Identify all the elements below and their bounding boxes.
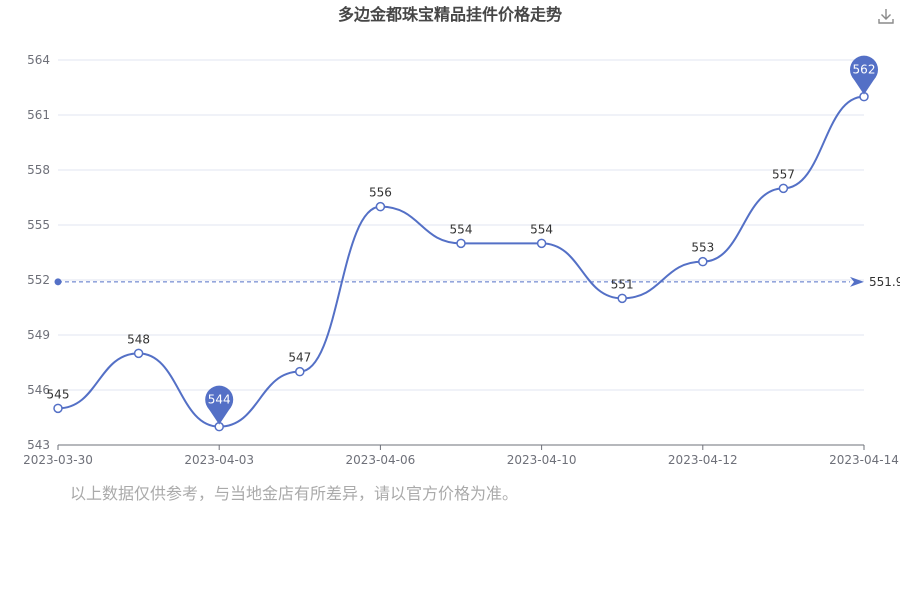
series-path [57, 95, 865, 428]
y-tick-label: 543 [27, 438, 50, 452]
x-tick-label: 2023-04-10 [507, 453, 577, 467]
max-pin-bubble [850, 55, 878, 84]
data-point [295, 366, 305, 377]
x-axis: 2023-03-30 2023-04-03 2023-04-06 2023-04-10… [23, 444, 899, 467]
data-label: 554 [530, 222, 553, 236]
x-tick-label: 2023-03-30 [23, 453, 93, 467]
data-label: 554 [450, 222, 473, 236]
x-tick-label: 2023-04-12 [668, 453, 738, 467]
average-line-arrow [850, 276, 864, 287]
data-label: 557 [772, 167, 795, 181]
data-label: 553 [691, 241, 714, 255]
data-point [698, 256, 708, 267]
y-tick-label: 558 [27, 163, 50, 177]
data-label: 545 [47, 387, 70, 401]
data-point [53, 403, 63, 414]
y-tick-label: 546 [27, 383, 50, 397]
average-line-start [54, 278, 62, 286]
data-label: 547 [288, 351, 311, 365]
mark-points: 544 562 [205, 55, 878, 425]
y-tick-label: 552 [27, 273, 50, 287]
disclaimer-note: 以上数据仅供参考，与当地金店有所差异，请以官方价格为准。 [70, 484, 519, 503]
data-labels: 545 548 547 556 554 554 551 553 557 [47, 167, 795, 401]
data-point [778, 183, 789, 194]
data-point [375, 201, 386, 212]
download-icon[interactable] [876, 6, 896, 26]
average-line: 551.9 [54, 275, 900, 289]
grid-lines [58, 59, 864, 391]
average-line-label: 551.9 [869, 275, 900, 289]
y-tick-label: 564 [27, 53, 50, 67]
max-pin-label: 562 [853, 63, 876, 77]
data-label: 548 [127, 332, 150, 346]
min-pin-bubble [205, 385, 234, 414]
y-tick-label: 549 [27, 328, 50, 342]
data-point [456, 238, 466, 249]
y-tick-label: 555 [27, 218, 50, 232]
data-point [617, 293, 627, 304]
min-pin-label: 544 [208, 393, 231, 407]
data-point [536, 238, 547, 249]
x-tick-label: 2023-04-14 [829, 453, 899, 467]
data-point [133, 348, 144, 359]
y-axis: 543 546 549 552 555 558 561 564 [27, 53, 50, 452]
x-tick-label: 2023-04-03 [184, 453, 254, 467]
data-label: 551 [611, 277, 634, 291]
data-points [53, 91, 869, 432]
y-tick-label: 561 [27, 108, 50, 122]
data-label: 556 [369, 186, 392, 200]
chart-title: 多边金都珠宝精品挂件价格走势 [338, 5, 562, 24]
x-tick-label: 2023-04-06 [346, 453, 416, 467]
series-line [57, 95, 865, 428]
